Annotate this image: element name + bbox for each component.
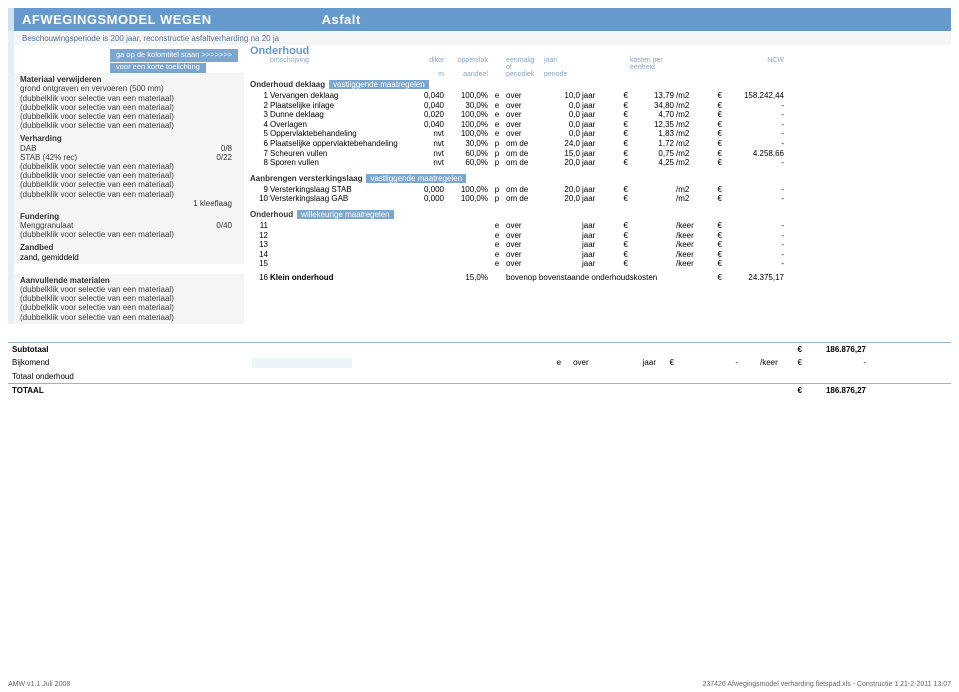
- list-item[interactable]: (dubbelklik voor selectie van een materi…: [20, 162, 238, 171]
- zandbed-item: zand, gemiddeld: [20, 253, 238, 262]
- list-item[interactable]: (dubbelklik voor selectie van een materi…: [20, 94, 238, 103]
- list-item[interactable]: (dubbelklik voor selectie van een materi…: [20, 112, 238, 121]
- bijkomend-row: Bijkomend e over jaar € - /keer € -: [8, 356, 951, 370]
- sec-verst-suf: vastliggende maatregelen: [366, 174, 466, 183]
- head-fundering: Fundering: [20, 212, 238, 221]
- left-column: ga op de kolomtitel staan >>>>>>> voor e…: [14, 45, 244, 324]
- title-bar: AFWEGINGSMODEL WEGEN Asfalt: [8, 8, 951, 31]
- list-item[interactable]: (dubbelklik voor selectie van een materi…: [20, 103, 238, 112]
- table-row: 7Scheuren vullennvt60,0%pom de15,0jaar€0…: [246, 149, 951, 159]
- list-item[interactable]: (dubbelklik voor selectie van een materi…: [20, 121, 238, 130]
- subtitle: Beschouwingsperiode is 200 jaar, reconst…: [8, 31, 951, 45]
- head-materiaal: Materiaal verwijderen: [20, 75, 238, 84]
- sec-deklaag-suf: vastliggende maatregelen: [329, 80, 429, 89]
- title-right: Asfalt: [322, 12, 361, 27]
- head-verharding: Verharding: [20, 134, 238, 143]
- table-row: 14eoverjaar€/keer€-: [246, 250, 951, 260]
- totaal-row: TOTAAL € 186.876,27: [8, 383, 951, 397]
- list-item[interactable]: (dubbelklik voor selectie van een materi…: [20, 230, 238, 239]
- table-row: 5Oppervlaktebehandelingnvt100,0%eover0,0…: [246, 129, 951, 139]
- sec-will-suf: willekeurige maatregelen: [297, 210, 394, 219]
- table-row: 1Vervangen deklaag0,040100,0%eover10,0ja…: [246, 91, 951, 101]
- sec-will: Onderhoud: [250, 210, 293, 219]
- table-row: 8Sporen vullennvt60,0%pom de20,0jaar€4,2…: [246, 158, 951, 168]
- col-headers: omschrijving dikte oppervlak eenmalig of…: [246, 57, 951, 71]
- hint-2: voor een korte toelichting: [110, 63, 206, 74]
- list-item[interactable]: grond ontgraven en vervoeren (500 mm): [20, 84, 238, 93]
- sec-verst: Aanbrengen versterkingslaag: [250, 174, 362, 183]
- subtotaal-row: Subtotaal € 186.876,27: [8, 342, 951, 356]
- page-footer: AMW v1.1 Juli 2008 237426 Afwegingsmodel…: [0, 401, 959, 692]
- sec-deklaag: Onderhoud deklaag: [250, 80, 325, 89]
- table-row: 12eoverjaar€/keer€-: [246, 231, 951, 241]
- list-item[interactable]: (dubbelklik voor selectie van een materi…: [20, 180, 238, 189]
- table-row: 13eoverjaar€/keer€-: [246, 240, 951, 250]
- table-row: 2Plaatselijke inlage0,04030,0%eover0,0ja…: [246, 101, 951, 111]
- list-item[interactable]: (dubbelklik voor selectie van een materi…: [20, 285, 238, 294]
- table-row: 6Plaatselijke oppervlaktebehandelingnvt3…: [246, 139, 951, 149]
- list-item[interactable]: (dubbelklik voor selectie van een materi…: [20, 294, 238, 303]
- list-item[interactable]: (dubbelklik voor selectie van een materi…: [20, 313, 238, 322]
- footer-right: 237426 Afwegingsmodel verharding fietspa…: [702, 681, 951, 688]
- list-item[interactable]: DAB0/8: [20, 144, 238, 153]
- mat-list: grond ontgraven en vervoeren (500 mm)(du…: [20, 84, 238, 130]
- list-item[interactable]: (dubbelklik voor selectie van een materi…: [20, 171, 238, 180]
- table-row: 9Versterkingslaag STAB0,000100,0%pom de2…: [246, 185, 951, 195]
- list-item[interactable]: (dubbelklik voor selectie van een materi…: [20, 303, 238, 312]
- list-item[interactable]: STAB (42% rec)0/22: [20, 153, 238, 162]
- title-left: AFWEGINGSMODEL WEGEN: [22, 12, 212, 27]
- footer-left: AMW v1.1 Juli 2008: [8, 681, 70, 688]
- onderhoud-head: Onderhoud: [246, 45, 951, 57]
- list-item[interactable]: 1 kleeflaag: [20, 199, 238, 208]
- klein-row: 16 Klein onderhoud 15,0% bovenop bovenst…: [246, 273, 951, 283]
- head-aanv: Aanvullende materialen: [20, 276, 238, 285]
- table-row: 11eoverjaar€/keer€-: [246, 221, 951, 231]
- list-item[interactable]: Menggranulaat0/40: [20, 221, 238, 230]
- hint-1: ga op de kolomtitel staan >>>>>>>: [110, 49, 238, 62]
- head-zandbed: Zandbed: [20, 243, 238, 252]
- list-item[interactable]: (dubbelklik voor selectie van een materi…: [20, 190, 238, 199]
- table-row: 15eoverjaar€/keer€-: [246, 259, 951, 269]
- table-row: 10Versterkingslaag GAB0,000100,0%pom de2…: [246, 194, 951, 204]
- totaal-o: Totaal onderhoud: [8, 370, 951, 383]
- col-headers2: m aandeel periodiek periode: [246, 71, 951, 78]
- table-row: 3Dunne deklaag0,020100,0%eover0,0jaar€4,…: [246, 110, 951, 120]
- right-column: Onderhoud omschrijving dikte oppervlak e…: [246, 45, 951, 324]
- table-row: 4Overlagen0,040100,0%eover0,0jaar€12,35/…: [246, 120, 951, 130]
